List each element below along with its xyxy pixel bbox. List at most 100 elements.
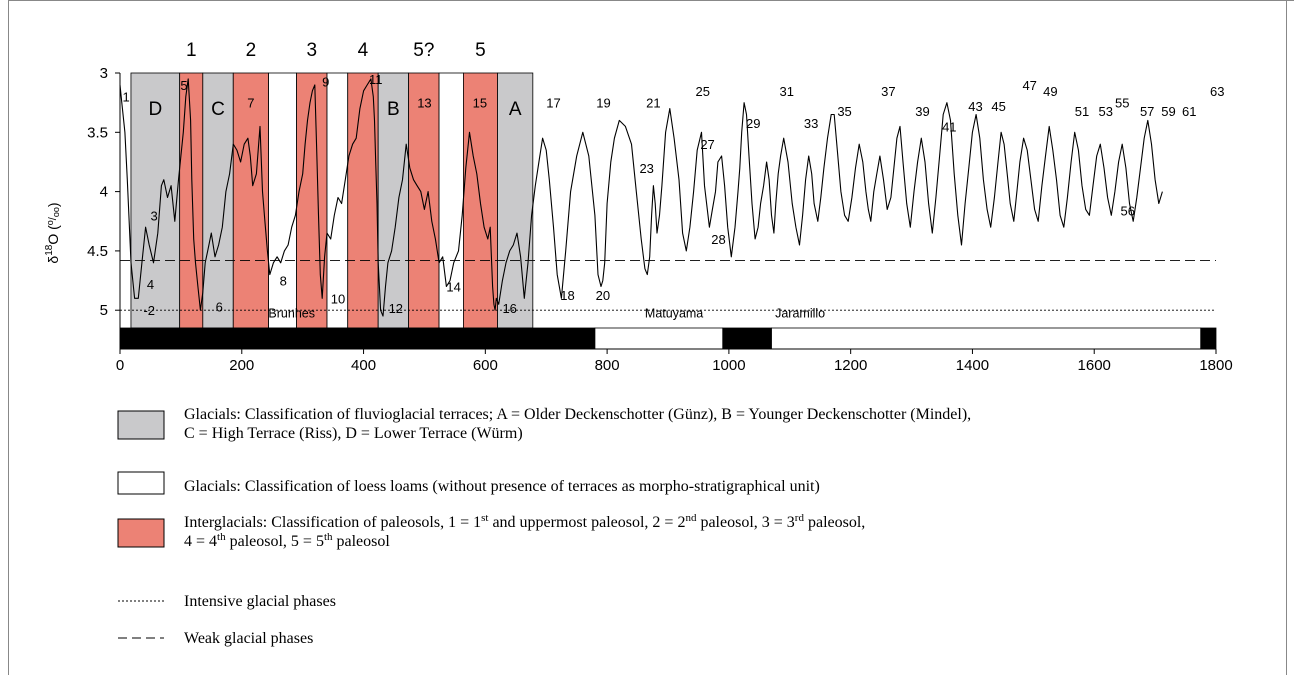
epoch-labels: Brunhes Matuyama Jaramillo <box>268 307 825 321</box>
legend-text: Glacials: Classification of fluvioglacia… <box>184 406 971 423</box>
stage-label-28: 28 <box>711 232 725 247</box>
stage-label-49: 49 <box>1043 84 1057 99</box>
stage-label-47: 47 <box>1022 78 1036 93</box>
band-interglacial-7 <box>347 72 379 329</box>
stage-label-31: 31 <box>779 84 793 99</box>
stage-label-57: 57 <box>1140 104 1154 119</box>
x-tick-label: 1600 <box>1078 357 1111 374</box>
legend-text: Intensive glacial phases <box>184 593 336 610</box>
y-tick-label: 5 <box>100 302 108 319</box>
legend-text: Interglacials: Classification of paleoso… <box>184 512 865 531</box>
x-tick-label: 200 <box>229 357 254 374</box>
stage-label-53: 53 <box>1099 104 1113 119</box>
isotope-curve <box>119 78 1163 317</box>
paleosol-label-2: 3 <box>307 40 318 61</box>
stage-label-61: 61 <box>1182 104 1196 119</box>
stage-label-19: 19 <box>596 96 610 111</box>
stage-label-29: 29 <box>746 116 760 131</box>
stage-label-6: 6 <box>216 300 223 315</box>
isotope-curve-line <box>119 78 1163 317</box>
band-letter-B: B <box>387 99 400 120</box>
stage-label-39: 39 <box>915 104 929 119</box>
stage-label-21: 21 <box>646 96 660 111</box>
legend-swatch-glacial_terrace <box>117 410 165 440</box>
legend-swatch-interglacial <box>117 518 165 548</box>
y-tick-label: 3.5 <box>87 124 108 141</box>
stage-label-5: 5 <box>180 78 187 93</box>
epoch-label-1: Matuyama <box>645 307 703 321</box>
legend-text: Glacials: Classification of loess loams … <box>184 478 820 495</box>
polarity-segment-2 <box>722 327 772 350</box>
stage-label-9: 9 <box>322 74 329 89</box>
legend-item-1: Glacials: Classification of loess loams … <box>117 471 820 495</box>
stage-label-27: 27 <box>700 137 714 152</box>
stage-label-7: 7 <box>247 96 254 111</box>
x-tick-label: 600 <box>473 357 498 374</box>
paleosol-label-1: 2 <box>246 40 257 61</box>
stage-label-15: 15 <box>473 96 487 111</box>
stage-label-10: 10 <box>331 291 345 306</box>
y-tick-label: 4 <box>100 184 108 201</box>
climate-bands <box>130 72 534 329</box>
stage-label-56: 56 <box>1120 204 1134 219</box>
stage-label--2: -2 <box>143 303 155 318</box>
stage-label-17: 17 <box>546 96 560 111</box>
stage-label-43: 43 <box>968 99 982 114</box>
stage-label-20: 20 <box>596 288 610 303</box>
stage-label-45: 45 <box>991 99 1005 114</box>
stage-label-37: 37 <box>881 84 895 99</box>
stage-label-23: 23 <box>639 161 653 176</box>
x-tick-label: 1400 <box>956 357 989 374</box>
stage-label-13: 13 <box>417 96 431 111</box>
band-glacial_terrace-8 <box>377 72 410 329</box>
legend-swatch-loess <box>117 471 165 495</box>
stage-label-41: 41 <box>942 119 956 134</box>
x-tick-label: 800 <box>595 357 620 374</box>
x-tick-label: 400 <box>351 357 376 374</box>
paleosol-number-labels: 1 2 3 4 5? 5 <box>186 40 486 61</box>
stage-label-14: 14 <box>446 279 460 294</box>
paleosol-label-0: 1 <box>186 40 197 61</box>
band-loess-4 <box>268 72 297 329</box>
stage-label-63: 63 <box>1210 84 1224 99</box>
stage-label-8: 8 <box>280 274 287 289</box>
x-tick-label: 1800 <box>1199 357 1232 374</box>
legend-text: 4 = 4th paleosol, 5 = 5th paleosol <box>184 531 390 550</box>
stage-label-3: 3 <box>150 208 157 223</box>
stage-label-35: 35 <box>837 104 851 119</box>
x-tick-label: 1200 <box>834 357 867 374</box>
legend-item-4: Weak glacial phases <box>118 630 313 647</box>
x-tick-label: 0 <box>116 357 124 374</box>
stage-label-33: 33 <box>804 116 818 131</box>
y-axis-label: δ18O (o/oo) <box>44 202 61 263</box>
legend-text: Weak glacial phases <box>184 630 313 647</box>
stage-label-59: 59 <box>1161 104 1175 119</box>
stage-labels: 134-256789101112131415161718192021232527… <box>122 72 1224 318</box>
polarity-segment-4 <box>1200 327 1217 350</box>
band-letter-A: A <box>509 99 522 120</box>
stage-label-1: 1 <box>122 90 129 105</box>
paleosol-label-4: 5? <box>413 40 434 61</box>
stage-label-25: 25 <box>695 84 709 99</box>
x-tick-label: 1000 <box>712 357 745 374</box>
polarity-segment-3 <box>771 327 1202 350</box>
paleosol-label-3: 4 <box>358 40 369 61</box>
legend-text: C = High Terrace (Riss), D = Lower Terra… <box>184 425 523 442</box>
stage-label-55: 55 <box>1115 96 1129 111</box>
stage-label-51: 51 <box>1075 104 1089 119</box>
band-interglacial-1 <box>179 72 204 329</box>
paleosol-label-5: 5 <box>475 40 486 61</box>
y-tick-label: 3 <box>100 65 108 82</box>
stage-label-16: 16 <box>502 301 516 316</box>
polarity-segment-0 <box>119 327 596 350</box>
polarity-bar <box>119 327 1217 350</box>
reference-lines <box>120 259 1216 311</box>
stage-label-11: 11 <box>369 72 383 87</box>
legend-item-3: Intensive glacial phases <box>118 593 336 610</box>
polarity-segment-1 <box>594 327 724 350</box>
epoch-label-0: Brunhes <box>268 307 315 321</box>
band-letter-C: C <box>211 99 225 120</box>
band-loess-10 <box>438 72 464 329</box>
